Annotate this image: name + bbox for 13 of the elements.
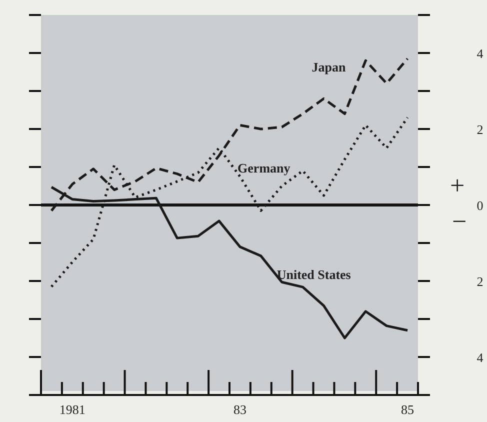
- series-label: Germany: [238, 160, 291, 176]
- y-tick-label: 2: [476, 122, 484, 137]
- text: +: [450, 171, 465, 201]
- x-tick-label: 83: [233, 402, 246, 417]
- y-tick-label: 2: [476, 274, 484, 289]
- y-tick-label: 4: [476, 350, 484, 365]
- series-label: Japan: [312, 60, 346, 75]
- text: −: [452, 207, 467, 237]
- x-tick-label: 85: [401, 402, 414, 417]
- x-tick-label: 1981: [59, 402, 86, 417]
- series-label: United States: [276, 267, 351, 282]
- y-tick-label: 0: [476, 198, 484, 213]
- y-tick-label: 4: [476, 46, 484, 61]
